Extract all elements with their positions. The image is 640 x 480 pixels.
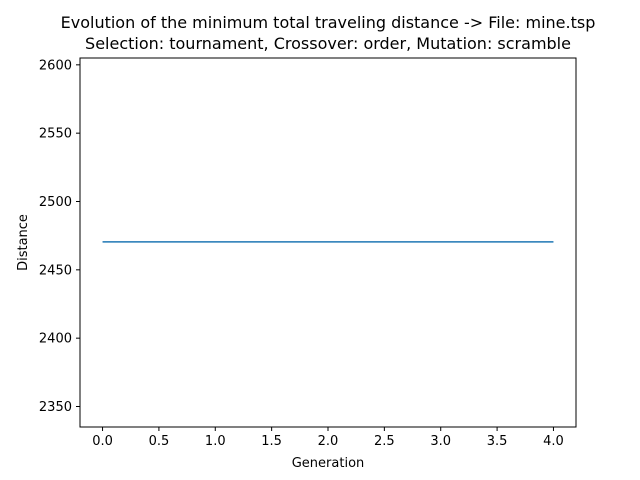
y-tick-label: 2500 <box>39 195 72 210</box>
plot-area: 0.0 0.5 1.0 1.5 2.0 2.5 3.0 3.5 4.0 2350 2400 2450… <box>39 57 577 449</box>
x-tick-label: 0.0 <box>92 434 113 449</box>
y-axis-label: Distance <box>16 214 31 271</box>
x-tick-label: 3.0 <box>430 434 451 449</box>
y-axis-ticks: 2350 2400 2450 2500 2550 2600 <box>39 58 80 415</box>
chart-subtitle: Selection: tournament, Crossover: order,… <box>85 34 571 53</box>
x-tick-label: 1.0 <box>205 434 226 449</box>
x-tick-label: 2.0 <box>318 434 339 449</box>
x-tick-label: 0.5 <box>149 434 170 449</box>
y-tick-label: 2400 <box>39 332 72 347</box>
y-tick-label: 2550 <box>39 127 72 142</box>
x-axis-ticks: 0.0 0.5 1.0 1.5 2.0 2.5 3.0 3.5 4.0 <box>92 427 564 449</box>
x-axis-label: Generation <box>292 456 365 471</box>
y-tick-label: 2450 <box>39 263 72 278</box>
x-tick-label: 1.5 <box>261 434 282 449</box>
y-tick-label: 2600 <box>39 58 72 73</box>
x-tick-label: 2.5 <box>374 434 395 449</box>
x-tick-label: 3.5 <box>487 434 508 449</box>
x-tick-label: 4.0 <box>543 434 564 449</box>
y-tick-label: 2350 <box>39 400 72 415</box>
plot-frame <box>79 57 577 428</box>
chart-title: Evolution of the minimum total traveling… <box>61 13 596 32</box>
